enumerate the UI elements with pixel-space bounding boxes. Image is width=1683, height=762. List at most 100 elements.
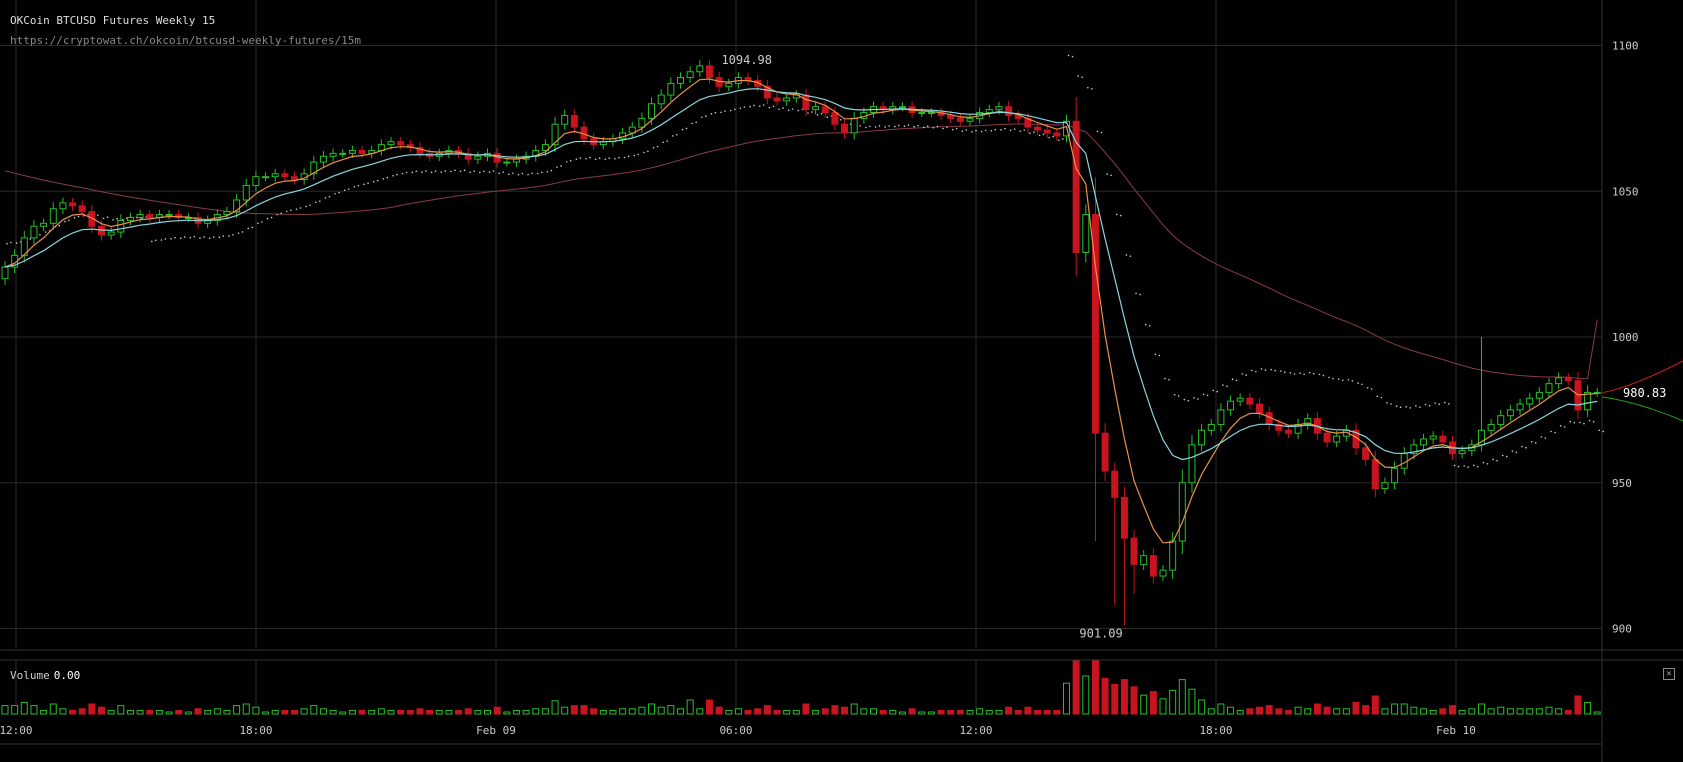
volume-bar-up [1381, 708, 1389, 715]
sar-dot [77, 215, 80, 218]
sar-dot [228, 235, 230, 237]
sar-dot [643, 151, 645, 154]
volume-bar-up [165, 711, 173, 715]
candle-up [252, 176, 260, 186]
sar-dot [1173, 393, 1176, 396]
volume-bar-up [657, 706, 665, 715]
sar-dot [512, 172, 514, 174]
sar-dot [1260, 368, 1263, 370]
sar-dot [1592, 420, 1595, 423]
sar-dot [353, 185, 356, 188]
sar-dot [199, 237, 201, 239]
sar-dot [473, 170, 476, 172]
volume-bar-down [1005, 706, 1013, 715]
sar-dot [1067, 54, 1070, 57]
candle-down [763, 85, 771, 99]
volume-bar-up [262, 711, 270, 715]
volume-bar-up [927, 711, 935, 715]
volume-bar-up [918, 711, 926, 715]
volume-bar-down [1091, 659, 1099, 715]
volume-bar-up [619, 708, 627, 715]
volume-bar-down [1024, 706, 1032, 715]
candle-down [841, 123, 849, 134]
parabolic-sar-dots [6, 54, 1605, 468]
sar-dot [1347, 378, 1350, 381]
sar-dot [932, 126, 935, 129]
volume-bar-up [1400, 703, 1408, 715]
sar-dot [450, 170, 452, 173]
sar-dot [421, 171, 423, 173]
sar-dot [1009, 129, 1012, 132]
sar-dot [540, 171, 543, 174]
volume-bar-down [754, 708, 762, 715]
x-tick-label: 18:00 [1199, 724, 1232, 737]
sar-dot [106, 216, 109, 219]
sar-dot [990, 130, 993, 132]
sar-dot [946, 126, 948, 129]
volume-bar-down [406, 709, 414, 715]
candle-down [1564, 377, 1572, 382]
sar-dot [222, 235, 225, 237]
sar-dot [1096, 130, 1099, 133]
volume-value: 0.00 [53, 669, 81, 682]
sar-dot [753, 104, 755, 107]
volume-bar-down [715, 706, 723, 715]
sar-dot [6, 242, 8, 245]
volume-label: Volume 0.00 [10, 669, 81, 682]
sar-dot [382, 177, 385, 180]
volume-bar-down [493, 706, 501, 715]
sar-dot [415, 170, 418, 172]
close-icon[interactable]: ✕ [1663, 668, 1675, 680]
volume-bar-down [821, 708, 829, 715]
candle-down [464, 152, 472, 160]
candle-up [165, 214, 173, 217]
sar-dot [1467, 466, 1469, 468]
depth-bid-line [1601, 396, 1683, 422]
sar-dot [1534, 442, 1537, 444]
sar-dot [174, 236, 176, 239]
sar-dot [444, 170, 447, 172]
sar-dot [1004, 127, 1006, 130]
sar-dot [637, 153, 640, 156]
sar-dot [1395, 405, 1398, 407]
candle-up [1545, 383, 1553, 393]
candle-up [1497, 415, 1505, 425]
sar-dot [338, 191, 340, 194]
volume-bar-up [59, 708, 67, 715]
sar-dot [714, 111, 717, 114]
x-tick-label: 06:00 [719, 724, 752, 737]
sar-dot [1284, 371, 1286, 374]
sar-dot [1019, 130, 1022, 132]
volume-bar-down [291, 709, 298, 715]
volume-bar-up [1477, 703, 1485, 715]
candle-down [1034, 126, 1042, 131]
sar-dot [1438, 403, 1440, 405]
sar-dot [1081, 76, 1083, 78]
volume-bar-up [1506, 708, 1514, 715]
sar-dot [942, 127, 944, 130]
candle-up [686, 71, 694, 79]
sar-dot [936, 125, 939, 128]
volume-bar-down [1246, 708, 1254, 715]
volume-bar-down [908, 708, 916, 715]
chart-url[interactable]: https://cryptowat.ch/okcoin/btcusd-weekl… [10, 34, 361, 47]
candle-down [1362, 447, 1370, 460]
candle-up [648, 103, 656, 119]
sar-dot [1231, 378, 1234, 381]
volume-bar-down [69, 709, 77, 715]
sar-dot [434, 170, 437, 172]
volume-bar-up [1159, 698, 1167, 715]
sar-dot [585, 157, 587, 160]
volume-bar-up [387, 709, 395, 715]
volume-bar-up [136, 709, 144, 715]
sar-dot [1135, 292, 1137, 295]
sar-dot [1525, 446, 1527, 449]
y-tick-label: 1100 [1612, 40, 1639, 53]
volume-bar-up [1063, 682, 1070, 715]
candle-up [927, 112, 935, 115]
volume-bar-up [1391, 703, 1399, 715]
candle-up [1236, 397, 1244, 402]
candle-up [1178, 482, 1186, 542]
sar-dot [1168, 378, 1170, 381]
